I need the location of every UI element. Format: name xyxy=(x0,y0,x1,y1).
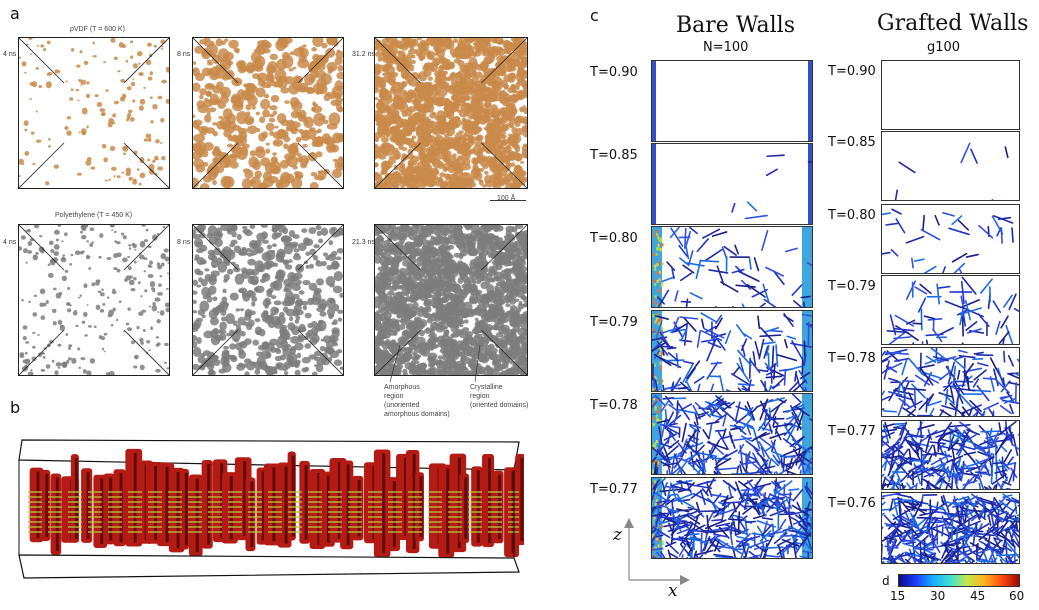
bare-temp-label-2: T=0.80 xyxy=(590,231,638,246)
bare-temp-label-3: T=0.79 xyxy=(590,315,638,330)
grafted-snapshot-6 xyxy=(881,492,1020,564)
grafted-snapshot-0 xyxy=(881,60,1020,130)
colorbar-label: d xyxy=(882,574,890,588)
bare-temp-label-4: T=0.78 xyxy=(590,398,638,413)
pvdf-snapshot-late xyxy=(374,37,528,189)
grafted-temp-label-3: T=0.79 xyxy=(828,279,876,294)
grafted-temp-label-4: T=0.78 xyxy=(828,351,876,366)
grafted-snapshot-1 xyxy=(881,131,1020,201)
grafted-walls-subtitle: g100 xyxy=(927,40,961,55)
pe-snapshot-early xyxy=(18,224,170,376)
bare-temp-label-5: T=0.77 xyxy=(590,482,638,497)
pvdf-time-1: 4 ns xyxy=(3,51,17,58)
grafted-temp-label-1: T=0.85 xyxy=(828,135,876,150)
panel-b-label: b xyxy=(10,398,21,417)
annotation-pointers xyxy=(389,344,481,383)
axis-z-label: z xyxy=(613,525,622,545)
colorbar-tick-30: 30 xyxy=(930,589,946,603)
grafted-walls-title: Grafted Walls xyxy=(877,11,1029,36)
bare-snapshot-1 xyxy=(651,143,813,225)
panel-a-label: a xyxy=(10,4,20,23)
axis-x-label: x xyxy=(668,581,678,601)
grafted-temp-label-5: T=0.77 xyxy=(828,424,876,439)
grafted-snapshot-3 xyxy=(881,275,1020,345)
pvdf-snapshot-mid xyxy=(192,37,344,189)
bare-snapshot-4 xyxy=(651,393,813,475)
grafted-temp-label-6: T=0.76 xyxy=(828,496,876,511)
grafted-temp-label-0: T=0.90 xyxy=(828,64,876,79)
grafted-snapshot-4 xyxy=(881,347,1020,417)
grafted-temp-label-2: T=0.80 xyxy=(828,208,876,223)
colorbar-tick-45: 45 xyxy=(970,589,986,603)
annotation-crystalline: Crystalline region (oriented domains) xyxy=(470,384,529,409)
pvdf-title: pVDF (T = 600 K) xyxy=(70,26,125,33)
pe-title: Polyethylene (T = 450 K) xyxy=(55,212,133,219)
annotation-amorphous: Amorphous region (unoriented amorphous d… xyxy=(384,384,450,418)
bare-snapshot-0 xyxy=(651,60,813,142)
colorbar-tick-60: 60 xyxy=(1009,589,1025,603)
grafted-snapshot-5 xyxy=(881,420,1020,490)
pe-time-1: 4 ns xyxy=(3,239,17,246)
pvdf-time-3: 31.2 ns xyxy=(352,51,375,58)
bare-walls-title: Bare Walls xyxy=(676,13,795,38)
bare-snapshot-5 xyxy=(651,477,813,559)
bare-snapshot-2 xyxy=(651,226,813,308)
colorbar xyxy=(898,574,1020,587)
panel-c-label: c xyxy=(590,6,599,25)
pe-time-2: 8 ns xyxy=(177,239,191,246)
panel-b-slab-render xyxy=(18,439,524,579)
bare-temp-label-0: T=0.90 xyxy=(590,65,638,80)
pvdf-time-2: 8 ns xyxy=(177,51,191,58)
scale-bar-label: 100 Å xyxy=(497,195,516,202)
bare-snapshot-3 xyxy=(651,310,813,392)
pe-snapshot-late xyxy=(374,224,528,376)
bare-walls-subtitle: N=100 xyxy=(703,40,749,55)
pe-time-3: 21.3 ns xyxy=(352,239,375,246)
pe-snapshot-mid xyxy=(192,224,344,376)
axis-arrows xyxy=(624,518,690,585)
scale-bar xyxy=(490,200,526,201)
bare-temp-label-1: T=0.85 xyxy=(590,148,638,163)
colorbar-tick-15: 15 xyxy=(890,589,906,603)
grafted-snapshot-2 xyxy=(881,204,1020,274)
pvdf-snapshot-early xyxy=(18,37,170,189)
